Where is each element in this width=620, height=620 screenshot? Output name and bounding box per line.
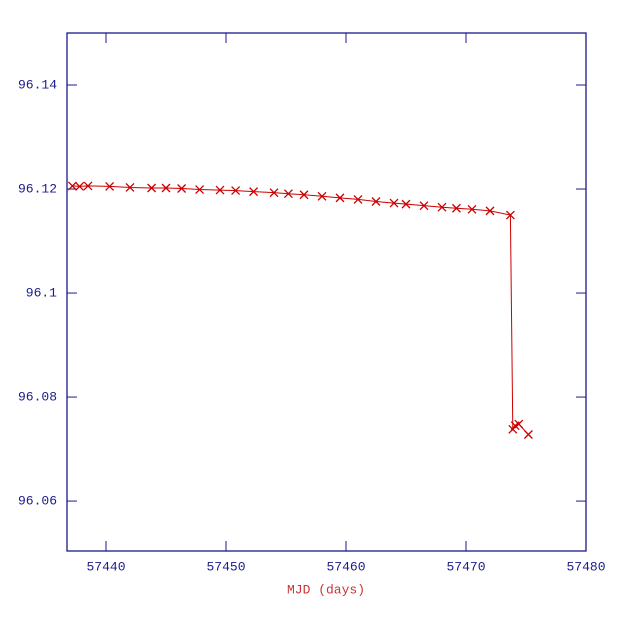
data-marker — [437, 202, 447, 212]
data-marker — [317, 191, 327, 201]
data-marker — [75, 181, 85, 191]
y-tick-label: 96.12 — [18, 181, 57, 196]
data-marker — [401, 199, 411, 209]
y-tick-label: 96.06 — [18, 494, 57, 509]
data-marker — [83, 181, 93, 191]
data-marker — [215, 185, 225, 195]
data-marker — [523, 430, 533, 439]
x-tick-label: 57440 — [86, 559, 125, 574]
data-marker — [353, 194, 363, 204]
data-marker — [467, 204, 477, 214]
data-marker — [419, 201, 429, 211]
y-tick-label: 96.14 — [18, 77, 57, 92]
data-marker — [125, 183, 135, 192]
data-marker — [335, 193, 345, 203]
data-marker — [249, 187, 259, 197]
data-marker — [299, 190, 309, 200]
y-tick-label: 96.08 — [18, 389, 57, 404]
data-marker — [67, 181, 77, 191]
data-marker — [195, 185, 205, 195]
data-marker — [371, 197, 381, 206]
x-axis-label: MJD (days) — [287, 582, 365, 597]
data-marker — [147, 183, 157, 193]
data-marker — [105, 181, 115, 191]
x-tick-label: 57460 — [326, 559, 365, 574]
x-tick-label: 57450 — [206, 559, 245, 574]
data-marker — [389, 198, 399, 208]
data-marker — [231, 186, 241, 196]
x-tick-label: 57470 — [446, 559, 485, 574]
plot-frame — [66, 32, 587, 552]
data-line — [72, 185, 529, 435]
data-marker — [161, 183, 171, 193]
data-marker — [177, 184, 187, 193]
data-marker — [451, 203, 461, 213]
data-marker — [485, 206, 495, 216]
data-marker — [283, 189, 293, 199]
data-marker — [505, 210, 515, 220]
y-tick-label: 96.1 — [26, 285, 57, 300]
data-marker — [269, 188, 279, 198]
x-tick-label: 57480 — [566, 559, 605, 574]
data-marker — [514, 419, 524, 429]
